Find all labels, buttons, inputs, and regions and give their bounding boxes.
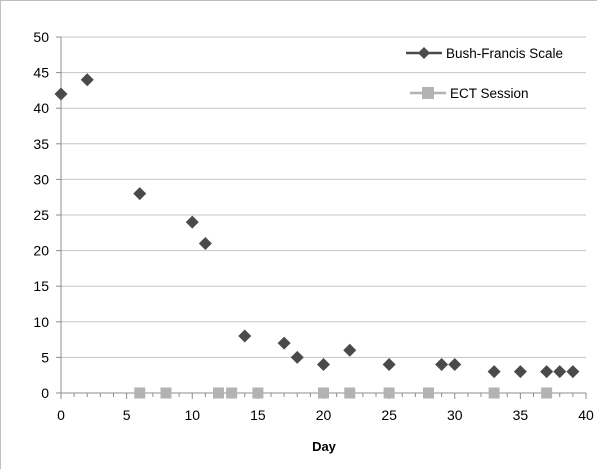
x-tick-label: 40 — [578, 407, 594, 423]
data-point-diamond — [54, 87, 68, 101]
y-tick-label: 30 — [33, 171, 49, 187]
y-tick-label: 45 — [33, 65, 49, 81]
data-point-diamond — [487, 365, 501, 379]
legend: Bush-Francis Scale ECT Session — [406, 46, 563, 101]
data-point-square — [383, 387, 395, 399]
data-point-diamond — [343, 343, 357, 357]
data-point-diamond — [238, 329, 252, 343]
x-tick-label: 20 — [316, 407, 332, 423]
legend-label-bush-francis: Bush-Francis Scale — [446, 46, 563, 61]
y-tick-label: 0 — [41, 385, 49, 401]
data-point-diamond — [513, 365, 527, 379]
data-point-square — [423, 387, 434, 399]
data-point-diamond — [290, 350, 304, 364]
data-point-diamond — [553, 365, 567, 379]
y-tick-label: 15 — [33, 278, 49, 294]
data-point-square — [226, 387, 238, 399]
data-point-square — [541, 387, 553, 399]
y-tick-label: 5 — [41, 349, 49, 365]
data-point-diamond — [185, 215, 199, 229]
data-point-square — [488, 387, 500, 399]
legend-item-bush-francis: Bush-Francis Scale — [406, 46, 563, 61]
data-point-diamond — [317, 358, 330, 372]
y-tick-labels: 0 5 10 15 20 25 30 35 40 45 50 — [33, 29, 49, 401]
x-tick-labels: 0 5 10 15 20 25 30 35 40 — [57, 407, 594, 423]
y-tick-label: 50 — [33, 29, 49, 45]
legend-label-ect-session: ECT Session — [450, 86, 529, 101]
series-bush-francis-scale — [54, 73, 580, 379]
x-tick-label: 10 — [184, 407, 200, 423]
data-point-diamond — [566, 365, 580, 379]
legend-square-icon — [422, 87, 434, 99]
data-point-square — [160, 387, 172, 399]
legend-diamond-icon — [418, 47, 430, 59]
data-point-diamond — [80, 73, 94, 87]
data-series — [54, 73, 580, 399]
data-point-diamond — [133, 187, 147, 201]
y-tick-label: 10 — [33, 314, 49, 330]
data-point-square — [344, 387, 356, 399]
data-point-diamond — [448, 358, 462, 372]
gridlines — [61, 36, 586, 358]
y-tick-label: 40 — [33, 100, 49, 116]
y-tick-label: 20 — [33, 243, 49, 259]
x-tick-label: 5 — [123, 407, 131, 423]
x-tick-label: 35 — [513, 407, 529, 423]
y-tick-label: 25 — [33, 207, 49, 223]
data-point-diamond — [277, 336, 291, 350]
legend-item-ect-session: ECT Session — [410, 86, 529, 101]
x-tick-label: 30 — [447, 407, 463, 423]
data-point-diamond — [435, 358, 449, 372]
y-tick-label: 35 — [33, 136, 49, 152]
data-point-diamond — [382, 358, 396, 372]
data-point-diamond — [540, 365, 554, 379]
data-point-square — [213, 387, 224, 399]
x-tick-label: 0 — [57, 407, 65, 423]
series-ect-session — [134, 387, 553, 399]
x-tick-label: 25 — [381, 407, 397, 423]
data-point-square — [318, 387, 329, 399]
x-tick-label: 15 — [250, 407, 266, 423]
data-point-diamond — [198, 236, 212, 250]
x-axis-title: Day — [312, 439, 337, 454]
data-point-square — [134, 387, 146, 399]
data-point-square — [252, 387, 264, 399]
